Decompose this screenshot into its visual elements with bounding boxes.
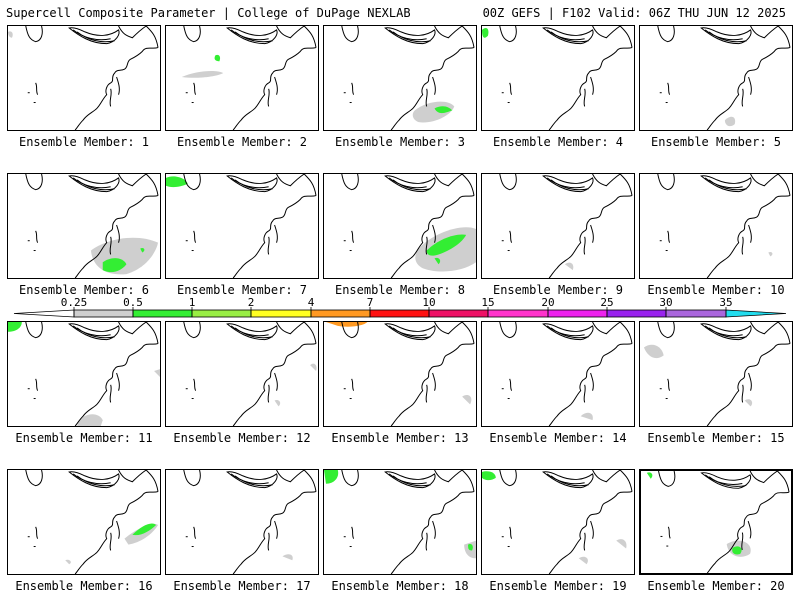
- panel-label-13: Ensemble Member: 13: [331, 431, 469, 445]
- panel-label-4: Ensemble Member: 4: [492, 135, 624, 149]
- colorbar-segment: [725, 309, 787, 318]
- map-panel-20[interactable]: [639, 469, 793, 575]
- chart-title: Supercell Composite Parameter | College …: [6, 6, 411, 20]
- panel-label-6: Ensemble Member: 6: [18, 283, 150, 297]
- panel-label-2: Ensemble Member: 2: [176, 135, 308, 149]
- colorbar-label: 7: [366, 296, 374, 309]
- colorbar-segment: [665, 309, 727, 318]
- map-plot: [657, 26, 791, 130]
- map-panel-14[interactable]: [481, 321, 635, 427]
- colorbar-label: 10: [422, 296, 436, 309]
- map-panel-18[interactable]: [323, 469, 477, 575]
- colorbar-segment: [73, 309, 134, 318]
- panel-label-11: Ensemble Member: 11: [15, 431, 153, 445]
- map-panel-13[interactable]: [323, 321, 477, 427]
- colorbar-segment: [132, 309, 193, 318]
- map-plot: [166, 174, 317, 278]
- map-panel-9[interactable]: [481, 173, 635, 279]
- panel-label-3: Ensemble Member: 3: [334, 135, 466, 149]
- colorbar-segment: [13, 309, 75, 318]
- colorbar-segment: [428, 309, 489, 318]
- panel-label-10: Ensemble Member: 10: [647, 283, 785, 297]
- colorbar-label: 35: [719, 296, 733, 309]
- colorbar-label: 4: [307, 296, 315, 309]
- colorbar-segment: [310, 309, 371, 318]
- panel-label-14: Ensemble Member: 14: [489, 431, 627, 445]
- panel-label-7: Ensemble Member: 7: [176, 283, 308, 297]
- panel-label-12: Ensemble Member: 12: [173, 431, 311, 445]
- map-panel-3[interactable]: [323, 25, 477, 131]
- panel-label-5: Ensemble Member: 5: [650, 135, 782, 149]
- panel-label-19: Ensemble Member: 19: [489, 579, 627, 593]
- colorbar-label: 25: [600, 296, 614, 309]
- map-plot: [482, 26, 633, 130]
- colorbar-label: 0.25: [60, 296, 88, 309]
- panel-label-8: Ensemble Member: 8: [334, 283, 466, 297]
- map-plot: [325, 322, 475, 426]
- map-plot: [8, 322, 160, 426]
- map-plot: [341, 174, 476, 278]
- map-panel-7[interactable]: [165, 173, 319, 279]
- colorbar-segment: [250, 309, 312, 318]
- panel-label-20: Ensemble Member: 20: [647, 579, 785, 593]
- panel-label-16: Ensemble Member: 16: [15, 579, 153, 593]
- map-plot: [25, 470, 159, 574]
- map-plot: [183, 322, 317, 426]
- map-plot: [181, 26, 317, 130]
- map-plot: [646, 471, 790, 573]
- map-plot: [8, 26, 159, 130]
- map-panel-6[interactable]: [7, 173, 161, 279]
- panel-label-18: Ensemble Member: 18: [331, 579, 469, 593]
- map-plot: [643, 322, 791, 426]
- map-panel-2[interactable]: [165, 25, 319, 131]
- map-panel-16[interactable]: [7, 469, 161, 575]
- map-plot: [482, 470, 633, 574]
- map-panel-12[interactable]: [165, 321, 319, 427]
- panel-label-1: Ensemble Member: 1: [18, 135, 150, 149]
- colorbar-segment: [369, 309, 430, 318]
- panel-label-9: Ensemble Member: 9: [492, 283, 624, 297]
- colorbar-label: 2: [247, 296, 255, 309]
- map-plot: [25, 174, 159, 278]
- map-plot: [324, 470, 476, 574]
- map-plot: [183, 470, 317, 574]
- map-panel-19[interactable]: [481, 469, 635, 575]
- map-plot: [499, 322, 633, 426]
- colorbar-segment: [547, 309, 608, 318]
- colorbar-segment: [487, 309, 549, 318]
- map-panel-8[interactable]: [323, 173, 477, 279]
- map-panel-17[interactable]: [165, 469, 319, 575]
- valid-time: 00Z GEFS | F102 Valid: 06Z THU JUN 12 20…: [482, 6, 786, 20]
- colorbar-label: 30: [659, 296, 673, 309]
- colorbar-segment: [606, 309, 667, 318]
- map-panel-10[interactable]: [639, 173, 793, 279]
- map-panel-1[interactable]: [7, 25, 161, 131]
- map-panel-15[interactable]: [639, 321, 793, 427]
- colorbar-label: 15: [481, 296, 495, 309]
- colorbar-label: 0.5: [123, 296, 143, 309]
- map-panel-11[interactable]: [7, 321, 161, 427]
- map-panel-4[interactable]: [481, 25, 635, 131]
- colorbar-segment: [191, 309, 252, 318]
- map-plot: [499, 174, 633, 278]
- panel-label-15: Ensemble Member: 15: [647, 431, 785, 445]
- map-panel-5[interactable]: [639, 25, 793, 131]
- colorbar: [13, 307, 787, 318]
- map-plot: [341, 26, 475, 130]
- map-plot: [657, 174, 791, 278]
- panel-label-17: Ensemble Member: 17: [173, 579, 311, 593]
- colorbar-label: 1: [188, 296, 196, 309]
- colorbar-label: 20: [541, 296, 555, 309]
